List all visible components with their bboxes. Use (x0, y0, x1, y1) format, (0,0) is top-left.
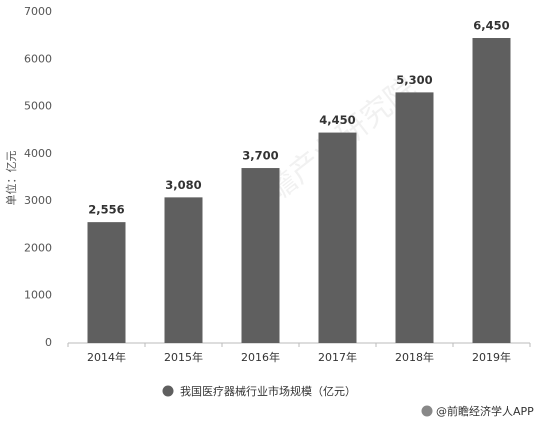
x-tick-label: 2014年 (87, 350, 126, 364)
x-tick-label: 2019年 (472, 350, 511, 364)
x-tick-label: 2017年 (318, 350, 357, 364)
x-tick-label: 2016年 (241, 350, 280, 364)
value-label: 3,080 (165, 178, 201, 192)
x-tick-label: 2018年 (395, 350, 434, 364)
value-label: 3,700 (242, 149, 278, 163)
x-tick-label: 2015年 (164, 350, 203, 364)
legend-marker (162, 385, 174, 397)
legend-label: 我国医疗器械行业市场规模（亿元） (180, 384, 356, 398)
value-label: 4,450 (319, 113, 355, 127)
bar (472, 38, 511, 343)
y-tick-label: 0 (45, 336, 52, 349)
source: @前瞻经济学人APP (436, 404, 534, 418)
bar (395, 92, 434, 343)
bar (164, 197, 203, 343)
y-tick-label: 2000 (24, 241, 52, 254)
bar (318, 132, 357, 343)
value-label: 6,450 (473, 19, 509, 33)
value-label: 5,300 (396, 73, 432, 87)
y-tick-label: 1000 (24, 289, 52, 302)
y-tick-label: 3000 (24, 194, 52, 207)
y-tick-label: 7000 (24, 5, 52, 18)
source-icon (421, 405, 433, 417)
y-tick-label: 4000 (24, 147, 52, 160)
y-axis-label: 单位：亿元 (4, 151, 18, 206)
y-tick-label: 5000 (24, 100, 52, 113)
y-tick-label: 6000 (24, 52, 52, 65)
value-label: 2,556 (88, 203, 124, 217)
bar (87, 222, 126, 343)
bar (241, 168, 280, 343)
